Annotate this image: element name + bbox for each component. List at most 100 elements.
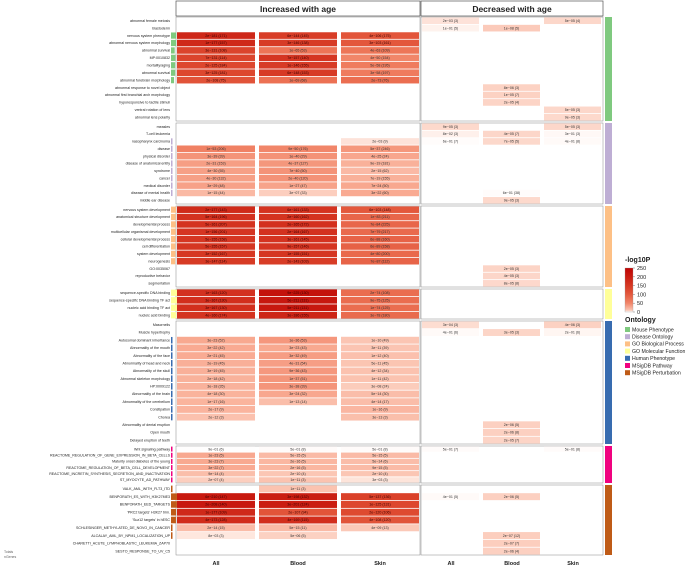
cell-label: 4e−01 (5) (443, 495, 458, 499)
legend-ontology-title: Ontology (625, 317, 656, 324)
heatmap-cell (483, 272, 540, 280)
row-ontology-bar (171, 446, 173, 452)
cell-label: 9e−225 (130) (287, 291, 308, 295)
row-ontology-bar (171, 375, 173, 382)
legend-tick-label: 100 (637, 292, 646, 298)
cell-label: 1e−13 (14) (289, 400, 306, 404)
heatmap-cell (341, 375, 419, 383)
column-label: Blood (504, 561, 520, 567)
cell-label: 4e−50 (154) (370, 56, 389, 60)
legend-ontology-swatch (625, 341, 630, 347)
cell-label: 2e−143 (103) (287, 259, 308, 263)
cell-label: 5e−137 (136) (369, 495, 390, 499)
heatmap-cell (177, 189, 255, 197)
heatmap-cell (177, 464, 255, 471)
heatmap-cell (483, 429, 540, 436)
cell-label: 5e−01 (8) (372, 447, 387, 451)
heatmap-cell (177, 446, 255, 452)
cell-label: 7e−05 (5) (504, 140, 519, 144)
heatmap-cell (341, 336, 419, 344)
cell-label: 9e−157 (146) (287, 245, 308, 249)
row-ontology-bar (171, 175, 173, 182)
heatmap-cell (177, 76, 255, 84)
heatmap-cell (177, 359, 255, 367)
cell-label: 5e−15 (11) (289, 526, 306, 530)
heatmap-cell (544, 321, 601, 329)
row-ontology-bar (171, 160, 173, 167)
row-ontology-bar (171, 47, 175, 54)
cell-label: 8e−06 (3) (504, 86, 519, 90)
xaxis-caption-totals: Totals (4, 550, 13, 554)
row-label: Abnormal skeleton morphology (120, 377, 170, 381)
cell-label: 9e−36 (43) (289, 369, 306, 373)
row-label: CHARETTI_ACUTE_LYMPHOBLASTIC_LEUKEMIA_ZA… (73, 542, 170, 546)
row-label: abnormal nervous system morphology (109, 41, 170, 45)
row-ontology-bar (171, 413, 173, 421)
cell-label: 4e−30 (55) (207, 169, 224, 173)
legend-ontology-swatch (625, 363, 630, 368)
legend-tick-label: 200 (637, 275, 646, 281)
cell-label: 1e−163 (120) (205, 291, 226, 295)
cell-label: 9e−05 (3) (504, 199, 519, 203)
cell-label: 4e−63 (109) (370, 49, 389, 53)
row-label: VALK_AML_WITH_FLT3_ITD (123, 487, 171, 491)
row-label: anatomical structure development (116, 215, 170, 219)
cell-label: 2e−06 (5) (504, 495, 519, 499)
cell-label: 3e−23 (43) (289, 346, 306, 350)
heatmap-cell (177, 228, 255, 236)
heatmap-cell (341, 508, 419, 516)
cell-label: 1e−01 (5) (443, 26, 458, 30)
ontology-strip (605, 446, 612, 483)
row-label: HP:0009122 (150, 385, 170, 389)
cell-label: 2e−07 (7) (504, 542, 519, 546)
heatmap-cell (259, 182, 337, 189)
heatmap-cell (259, 464, 337, 471)
cell-label: 3e−18 (35) (207, 385, 224, 389)
heatmap-cell (341, 382, 419, 390)
row-ontology-bar (171, 213, 176, 221)
row-label: system development (137, 252, 170, 256)
row-label: nervous system phenotype (127, 34, 170, 38)
cell-label: 2e−15 (62) (371, 169, 388, 173)
heatmap-cell (341, 458, 419, 465)
heatmap-cell (341, 235, 419, 243)
heatmap-cell (177, 375, 255, 383)
row-label: measles (157, 125, 171, 129)
row-label: multicellular organismal development (111, 230, 170, 234)
row-label: SESTO_RESPONSE_TO_UV_C5 (115, 549, 170, 553)
row-ontology-bar (171, 398, 173, 405)
heatmap-cell (177, 336, 255, 344)
row-ontology-bar (171, 228, 176, 235)
cell-label: 3e−198 (132) (287, 495, 308, 499)
row-label: abnormal lens polarity (135, 115, 170, 119)
cell-label: 7e−79 (217) (370, 230, 389, 234)
row-ontology-bar (171, 465, 173, 471)
heatmap-cell (177, 54, 255, 62)
heatmap-cell (483, 532, 540, 540)
row-label: disease of mental health (131, 191, 170, 195)
cell-label: 9e−14 (4) (208, 472, 223, 476)
legend-ontology-swatch (625, 334, 630, 340)
heatmap-cell (259, 76, 337, 84)
cell-label: 3e−161 (145) (287, 237, 308, 241)
cell-label: 5e−05 (3) (565, 125, 580, 129)
row-ontology-bar (171, 258, 176, 265)
heatmap-cell (259, 289, 337, 297)
panel-header-decreased-box (420, 0, 604, 17)
heatmap-cell (341, 289, 419, 297)
cell-label: 2e−03 (3) (443, 19, 458, 23)
cell-label: 1e−27 (47) (289, 184, 306, 188)
heatmap-cell (177, 413, 255, 421)
cell-label: 1e−156 (201) (205, 230, 226, 234)
cell-label: 1e−05 (7) (504, 93, 519, 97)
row-ontology-bar (171, 62, 176, 69)
cell-label: 3e−125 (181) (205, 71, 226, 75)
row-label: Open mouth (150, 431, 170, 435)
row-label: neurogenesis (148, 259, 170, 263)
row-ontology-bar (171, 145, 173, 152)
cell-label: 5e−164 (196) (205, 215, 226, 219)
cell-label: 2e−208 (140) (205, 503, 226, 507)
column-label: Skin (567, 561, 579, 567)
heatmap-cell (177, 524, 255, 532)
cell-label: 2e−19 (45) (207, 361, 224, 365)
